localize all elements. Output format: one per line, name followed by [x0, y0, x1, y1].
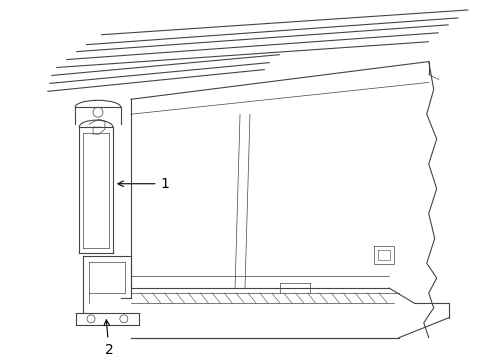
Text: 2: 2	[104, 320, 113, 357]
Text: 1: 1	[118, 177, 170, 191]
